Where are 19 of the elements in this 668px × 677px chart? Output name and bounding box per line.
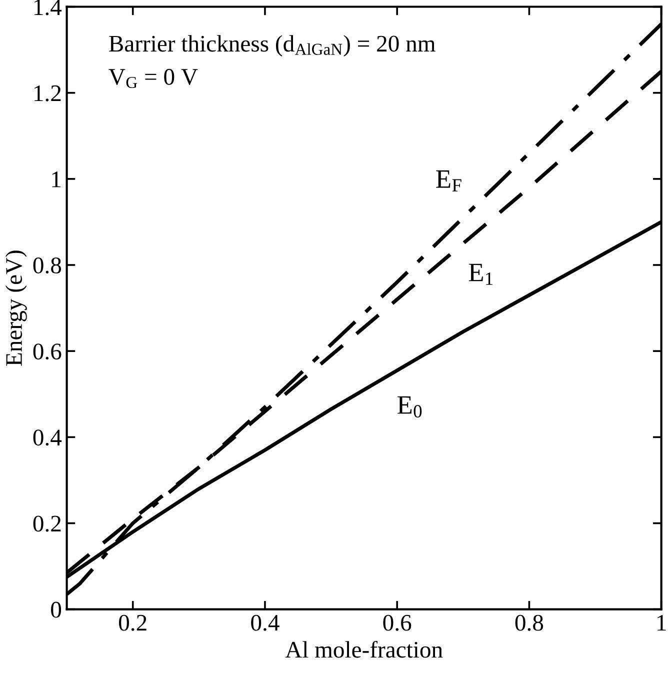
y-tick-label: 0.2 xyxy=(33,516,61,532)
annotation: V$_{G}$ = 0 V xyxy=(108,68,198,88)
y-tick-label: 1.2 xyxy=(34,85,61,102)
y-tick-label: 0 xyxy=(51,602,62,618)
x-axis-title: Al mole-fraction xyxy=(285,640,443,658)
annotation: E$_{F}$ xyxy=(436,170,462,192)
x-tick-label: 0.2 xyxy=(119,614,146,631)
x-tick-label: 0.6 xyxy=(383,614,412,631)
y-axis-title: Energy (eV) xyxy=(5,250,27,366)
y-tick-label: 1 xyxy=(52,172,61,188)
annotation: E$_{1}$ xyxy=(468,264,493,285)
y-tick-label: 0.6 xyxy=(33,344,62,360)
x-tick-label: 0.8 xyxy=(515,614,544,631)
annotation: E$_{0}$ xyxy=(398,396,422,418)
x-tick-label: 0.4 xyxy=(251,614,280,631)
annotation: Barrier thickness (d$_{AlGaN}$) = 20 nm xyxy=(109,35,436,56)
x-tick-label: 1 xyxy=(657,614,666,631)
y-tick-label: 0.4 xyxy=(33,430,62,446)
y-tick-label: 0.8 xyxy=(33,257,62,274)
